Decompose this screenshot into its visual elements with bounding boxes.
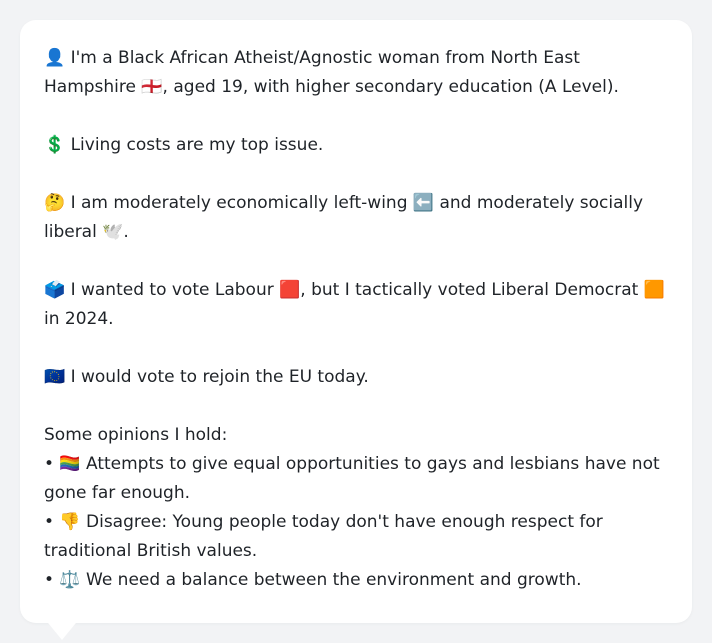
vote-line: 🗳️ I wanted to vote Labour 🟥, but I tact… — [44, 280, 665, 329]
profile-message-card: 👤 I'm a Black African Atheist/Agnostic w… — [20, 20, 692, 623]
spacer — [44, 334, 674, 363]
opinion-item: • 👎 Disagree: Young people today don't h… — [44, 512, 603, 561]
top-issue-line: 💲 Living costs are my top issue. — [44, 135, 324, 155]
opinion-item: • ⚖️ We need a balance between the envir… — [44, 570, 582, 590]
spacer — [44, 160, 674, 189]
opinions-heading: Some opinions I hold: — [44, 425, 228, 445]
opinion-item: • 🏳️‍🌈 Attempts to give equal opportunit… — [44, 454, 660, 503]
speech-bubble-tail — [44, 618, 80, 640]
identity-line: 👤 I'm a Black African Atheist/Agnostic w… — [44, 48, 619, 97]
profile-message-content: 👤 I'm a Black African Atheist/Agnostic w… — [44, 44, 674, 595]
ideology-line: 🤔 I am moderately economically left-wing… — [44, 193, 644, 242]
eu-line: 🇪🇺 I would vote to rejoin the EU today. — [44, 367, 369, 387]
spacer — [44, 102, 674, 131]
spacer — [44, 392, 674, 421]
spacer — [44, 247, 674, 276]
